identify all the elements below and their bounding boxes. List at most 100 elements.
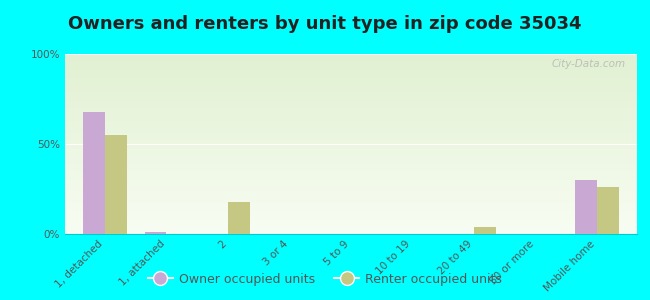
Bar <box>65 211 637 212</box>
Bar <box>65 81 637 83</box>
Bar <box>65 160 637 162</box>
Bar <box>65 207 637 209</box>
Bar <box>65 178 637 180</box>
Bar <box>65 76 637 77</box>
Bar <box>65 151 637 153</box>
Bar <box>65 54 637 56</box>
Bar <box>65 112 637 113</box>
Bar <box>65 230 637 232</box>
Bar <box>65 124 637 126</box>
Bar <box>65 148 637 149</box>
Bar <box>65 72 637 74</box>
Bar <box>105 135 127 234</box>
Bar <box>65 121 637 122</box>
Bar <box>65 74 637 76</box>
Bar <box>65 149 637 151</box>
Bar <box>65 97 637 99</box>
Bar <box>65 126 637 128</box>
Bar <box>65 229 637 230</box>
Bar <box>65 209 637 211</box>
Bar <box>65 158 637 160</box>
Bar <box>65 63 637 65</box>
Bar <box>65 59 637 61</box>
Bar <box>65 130 637 131</box>
Bar <box>65 176 637 178</box>
Bar <box>65 216 637 218</box>
Bar <box>65 198 637 200</box>
Bar <box>65 58 637 59</box>
Bar <box>65 68 637 70</box>
Bar <box>65 139 637 140</box>
Text: Owners and renters by unit type in zip code 35034: Owners and renters by unit type in zip c… <box>68 15 582 33</box>
Bar <box>65 162 637 164</box>
Bar <box>65 95 637 97</box>
Bar <box>65 191 637 193</box>
Bar <box>65 171 637 173</box>
Bar <box>83 112 105 234</box>
Bar <box>65 175 637 176</box>
Bar <box>228 202 250 234</box>
Bar <box>65 115 637 117</box>
Bar <box>65 106 637 108</box>
Bar <box>65 70 637 72</box>
Bar <box>65 223 637 225</box>
Bar <box>65 180 637 182</box>
Bar <box>65 122 637 124</box>
Bar <box>65 110 637 112</box>
Bar <box>65 185 637 187</box>
Bar <box>65 146 637 148</box>
Bar <box>65 169 637 171</box>
Bar <box>65 67 637 68</box>
Bar <box>575 180 597 234</box>
Bar <box>65 133 637 135</box>
Bar <box>65 128 637 130</box>
Bar <box>65 137 637 139</box>
Bar <box>65 218 637 220</box>
Bar <box>65 101 637 103</box>
Bar <box>65 193 637 194</box>
Bar <box>65 99 637 101</box>
Bar <box>65 214 637 216</box>
Bar <box>65 142 637 144</box>
Bar <box>65 88 637 90</box>
Bar <box>65 155 637 157</box>
Bar <box>65 56 637 58</box>
Bar <box>65 77 637 79</box>
Bar <box>65 144 637 146</box>
Bar <box>65 61 637 63</box>
Bar <box>65 65 637 67</box>
Bar <box>65 90 637 92</box>
Bar <box>65 227 637 229</box>
Bar <box>65 232 637 234</box>
Bar <box>65 157 637 158</box>
Bar <box>65 103 637 104</box>
Bar <box>65 173 637 175</box>
Bar <box>65 221 637 223</box>
Bar <box>65 94 637 95</box>
Bar <box>65 117 637 119</box>
Bar <box>597 187 619 234</box>
Bar <box>65 113 637 115</box>
Bar <box>65 202 637 203</box>
Text: City-Data.com: City-Data.com <box>551 59 625 69</box>
Bar <box>65 140 637 142</box>
Bar <box>65 167 637 169</box>
Bar <box>65 104 637 106</box>
Bar <box>65 131 637 133</box>
Bar <box>65 184 637 185</box>
Bar <box>65 187 637 189</box>
Bar <box>65 108 637 110</box>
Bar <box>65 164 637 166</box>
Bar <box>65 220 637 221</box>
Bar <box>65 205 637 207</box>
Bar <box>65 182 637 184</box>
Bar <box>145 232 166 234</box>
Bar <box>65 86 637 88</box>
Bar <box>65 189 637 191</box>
Bar <box>65 196 637 198</box>
Bar <box>65 83 637 85</box>
Bar <box>65 153 637 155</box>
Bar <box>65 79 637 81</box>
Bar <box>65 212 637 214</box>
Bar <box>65 203 637 205</box>
